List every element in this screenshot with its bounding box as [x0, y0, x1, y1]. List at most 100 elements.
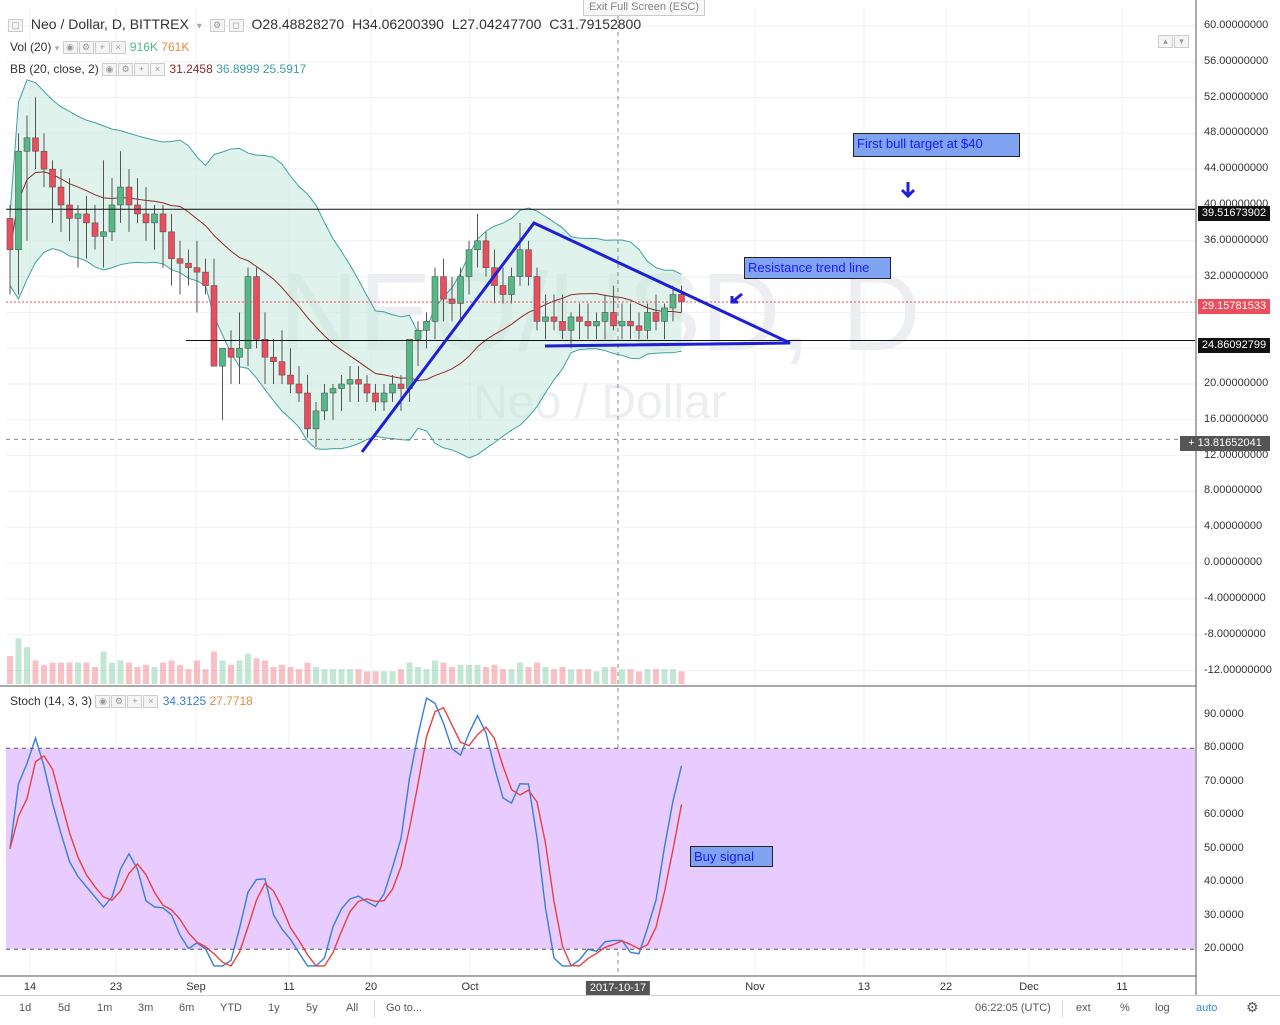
bull-target-annotation[interactable]: First bull target at $40	[853, 133, 1020, 157]
volume-bar	[440, 662, 447, 684]
crosshair-plus-icon[interactable]: +	[1188, 437, 1198, 449]
close-icon[interactable]: ×	[143, 695, 159, 709]
volume-bar	[508, 669, 515, 684]
volume-bar	[389, 671, 396, 684]
range-1m[interactable]: 1m	[97, 1002, 113, 1014]
candle-body	[414, 330, 422, 340]
stoch-label[interactable]: Stoch (14, 3, 3)	[10, 694, 93, 708]
eye-icon[interactable]: ◉	[95, 695, 111, 709]
candle-body	[253, 276, 260, 340]
settings-icon[interactable]: ⚙	[118, 63, 134, 77]
range-5d[interactable]: 5d	[58, 1002, 71, 1014]
auto-toggle[interactable]: auto	[1196, 1002, 1218, 1014]
time-axis-label: Nov	[745, 981, 765, 993]
stoch-legend: Stoch (14, 3, 3) ◉ ⚙ + × 34.3125 27.7718	[10, 694, 253, 709]
candle-body	[669, 294, 677, 309]
price-axis-label: 8.00000000	[1204, 484, 1263, 497]
symbol-title[interactable]: Neo / Dollar, D, BITTREX	[30, 16, 189, 32]
volume-bar	[551, 669, 557, 684]
range-ytd[interactable]: YTD	[220, 1002, 242, 1014]
candle-body	[457, 276, 464, 304]
bb-upper-value: 36.8999	[216, 62, 260, 76]
ext-toggle[interactable]: ext	[1076, 1002, 1091, 1014]
range-5y[interactable]: 5y	[306, 1002, 318, 1014]
eye-icon[interactable]: ◉	[62, 41, 78, 55]
time-axis-label: 11	[1116, 981, 1128, 993]
candle-body	[482, 240, 490, 268]
volume-bar	[117, 660, 124, 684]
candle-body	[219, 347, 226, 367]
hide-icon[interactable]: ◻	[228, 18, 244, 32]
eye-icon[interactable]: ◉	[102, 63, 118, 77]
pane-down-icon[interactable]: ▾	[1174, 35, 1189, 49]
price-axis-label: 52.00000000	[1204, 90, 1269, 103]
volume-bar	[41, 664, 47, 684]
candle-body	[176, 258, 184, 264]
settings-icon[interactable]: ⚙	[111, 695, 127, 709]
percent-toggle[interactable]: %	[1120, 1002, 1130, 1014]
candle-body	[644, 312, 651, 331]
collapse-icon[interactable]: ▢	[8, 18, 23, 32]
candle-body	[550, 316, 558, 322]
candle-body	[295, 383, 303, 394]
candle-body	[49, 168, 56, 188]
candle-body	[91, 222, 99, 237]
close-icon[interactable]: ×	[150, 63, 166, 77]
exit-fullscreen-button[interactable]: Exit Full Screen (ESC)	[583, 0, 705, 16]
price-axis-label: 44.00000000	[1204, 162, 1269, 175]
volume-bar	[457, 664, 464, 684]
candle-body	[236, 347, 243, 358]
log-toggle[interactable]: log	[1155, 1002, 1170, 1014]
gear-icon[interactable]: ⚙	[1246, 999, 1259, 1015]
volume-bar	[619, 669, 625, 684]
range-3m[interactable]: 3m	[138, 1002, 154, 1014]
candle-body	[278, 361, 286, 376]
stoch-axis-label: 20.0000	[1204, 942, 1244, 955]
candle-body	[542, 316, 549, 322]
volume-bar	[313, 667, 319, 684]
settings-icon[interactable]: ⚙	[78, 41, 94, 55]
candle-body	[584, 321, 592, 327]
candle-body	[627, 321, 634, 327]
volume-bar	[304, 662, 311, 684]
volume-bar	[500, 669, 506, 684]
stoch-d-value: 27.7718	[209, 694, 253, 708]
close-icon[interactable]: ×	[110, 41, 126, 55]
candle-body	[474, 240, 481, 251]
settings-icon[interactable]: ⚙	[209, 18, 225, 32]
buy-signal-annotation[interactable]: Buy signal	[690, 846, 773, 867]
volume-bar	[585, 669, 591, 684]
price-axis-label: 0.00000000	[1204, 556, 1263, 569]
range-all[interactable]: All	[346, 1002, 359, 1014]
symbol-dropdown-icon[interactable]: ▾	[196, 21, 202, 32]
volume-dropdown-icon[interactable]: ▾	[54, 43, 60, 53]
volume-bar	[177, 664, 183, 684]
pane-up-icon[interactable]: ▴	[1158, 35, 1173, 49]
candle-body	[32, 137, 39, 152]
volume-bars	[7, 638, 685, 684]
range-1d[interactable]: 1d	[19, 1002, 32, 1014]
range-1y[interactable]: 1y	[268, 1002, 280, 1014]
volume-bar	[253, 658, 260, 684]
goto-button[interactable]: Go to...	[386, 1002, 423, 1014]
bb-label[interactable]: BB (20, close, 2)	[10, 62, 99, 76]
price-axis-label: -12.00000000	[1204, 663, 1272, 676]
add-icon[interactable]: +	[134, 63, 150, 77]
volume-bar	[228, 664, 234, 684]
time-axis-label: 14	[23, 981, 37, 993]
add-icon[interactable]: +	[94, 41, 110, 55]
candle-body	[601, 312, 609, 322]
range-6m[interactable]: 6m	[179, 1002, 195, 1014]
volume-bar	[670, 669, 676, 684]
price-axis-label: 32.00000000	[1204, 269, 1269, 282]
volume-label[interactable]: Vol (20)	[10, 40, 52, 54]
pane-controls: ▴ ▾	[1158, 34, 1190, 49]
bollinger-upper-line	[9, 79, 682, 334]
resistance-annotation[interactable]: Resistance trend line	[744, 257, 891, 279]
add-icon[interactable]: +	[127, 695, 143, 709]
volume-value-1: 916K	[129, 40, 158, 54]
candle-body	[380, 392, 388, 403]
price-axis-label: 60.00000000	[1204, 18, 1269, 31]
volume-bar	[593, 671, 600, 684]
